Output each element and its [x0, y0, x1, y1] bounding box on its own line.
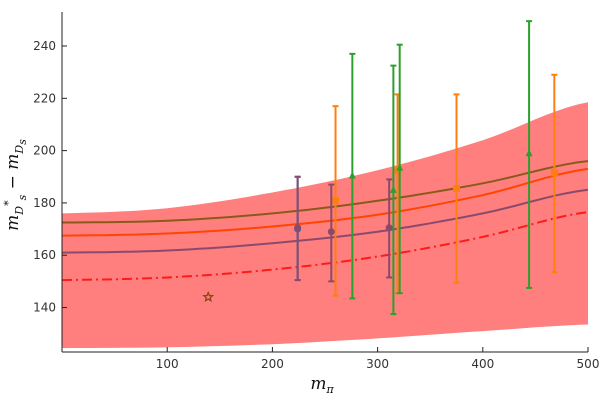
x-tick-label: 200 [261, 357, 284, 371]
x-axis-label: mπ [310, 374, 334, 396]
data-point [550, 169, 558, 177]
x-tick-label: 500 [577, 357, 600, 371]
data-point [332, 196, 340, 204]
x-tick-label: 100 [156, 357, 179, 371]
y-axis-label-m1: m [3, 215, 23, 231]
y-tick-label: 200 [33, 144, 56, 158]
y-axis-label-minus-m: − m [3, 154, 23, 195]
x-tick-label: 300 [366, 357, 389, 371]
y-tick-label: 180 [33, 196, 56, 210]
confidence-band [62, 102, 588, 349]
x-ticks: 100 200 300 400 500 [156, 347, 600, 371]
x-axis-label-sub: π [325, 383, 334, 396]
y-axis-label-d1: D [13, 206, 26, 216]
y-tick-label: 160 [33, 248, 56, 262]
y-axis-label-d2: D [13, 145, 26, 155]
data-point [453, 185, 460, 193]
fit-curves-layer [61, 160, 589, 282]
data-point [389, 185, 397, 193]
y-ticks: 140 160 180 200 220 240 [33, 39, 67, 315]
fit-curve-3 [61, 167, 589, 237]
y-axis-label-star: * [2, 200, 15, 206]
series-3 [348, 20, 533, 316]
y-tick-label: 220 [33, 91, 56, 105]
data-series-layer [202, 20, 558, 316]
data-point [327, 228, 335, 236]
fit-curve-4 [62, 160, 589, 224]
data-point [385, 224, 393, 232]
y-tick-label: 240 [33, 39, 56, 53]
y-tick-label: 140 [33, 301, 56, 315]
data-point [294, 224, 302, 232]
series-5 [202, 290, 215, 303]
data-point [202, 290, 215, 303]
y-axis-label-s1: s [16, 194, 29, 200]
series-4 [294, 175, 393, 283]
x-tick-label: 400 [471, 357, 494, 371]
axes-layer: 100 200 300 400 500 140 160 180 200 220 240 [33, 12, 599, 371]
confidence-band-layer [62, 102, 588, 349]
data-point [525, 149, 533, 157]
data-point [348, 171, 356, 179]
fit-curve-2 [61, 188, 589, 254]
x-axis-label-main: m [310, 374, 326, 394]
data-point [396, 163, 404, 171]
fit-curve-1 [61, 211, 589, 282]
y-axis-label-s2: s [16, 139, 29, 145]
y-axis-label: mD*s − mDs [2, 139, 29, 231]
